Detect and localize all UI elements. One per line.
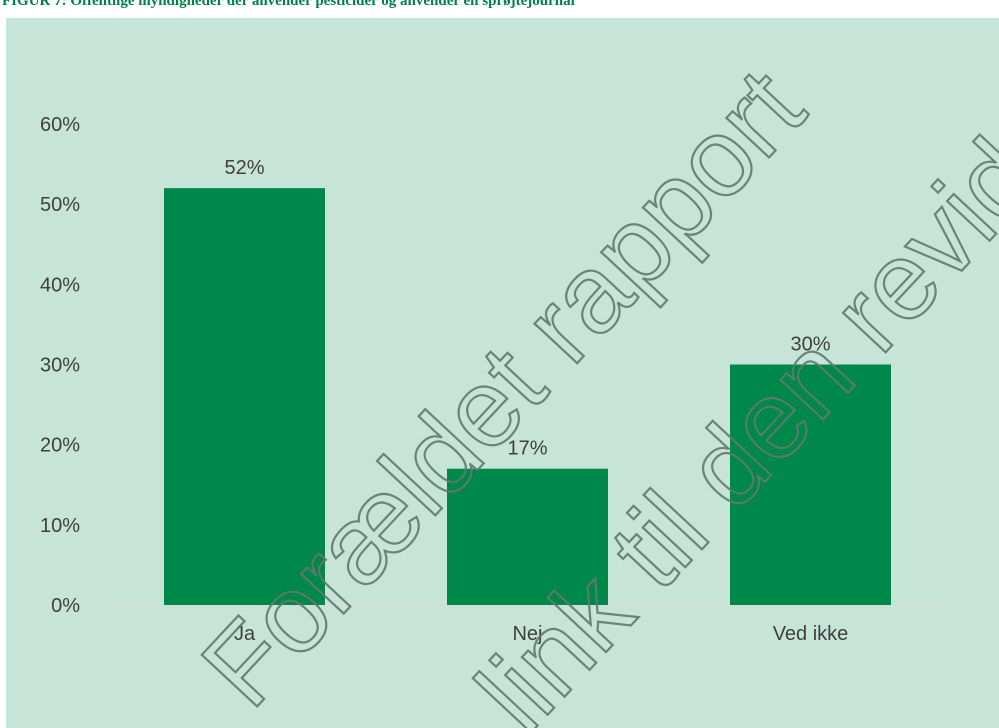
y-tick-label: 60% — [40, 114, 80, 136]
x-tick-label: Ja — [234, 623, 256, 645]
chart-area: 0% 10% 20% 30% 40% 50% 60% 52% 17% 30% Ja Nej Ved … — [6, 18, 999, 728]
y-tick-label: 20% — [40, 435, 80, 457]
y-axis-tick-labels: 0% 10% 20% 30% 40% 50% 60% — [40, 114, 80, 617]
y-tick-label: 50% — [40, 194, 80, 216]
data-label: 30% — [790, 334, 830, 356]
bars-group — [164, 188, 891, 605]
bar — [447, 468, 608, 605]
data-label: 52% — [224, 157, 264, 179]
data-label: 17% — [507, 438, 547, 460]
bar — [164, 188, 325, 605]
y-tick-label: 10% — [40, 515, 80, 537]
x-axis-tick-labels: Ja Nej Ved ikke — [234, 623, 848, 645]
y-tick-label: 0% — [51, 595, 80, 617]
x-tick-label: Nej — [512, 623, 542, 645]
y-tick-label: 30% — [40, 355, 80, 377]
x-tick-label: Ved ikke — [773, 623, 849, 645]
data-labels-group: 52% 17% 30% — [224, 157, 830, 460]
figure-title: FIGUR 7: Offentlige myndigheder der anve… — [2, 0, 575, 9]
bar — [730, 364, 891, 605]
bar-chart: 0% 10% 20% 30% 40% 50% 60% 52% 17% 30% Ja Nej Ved … — [40, 45, 999, 728]
y-tick-label: 40% — [40, 274, 80, 296]
